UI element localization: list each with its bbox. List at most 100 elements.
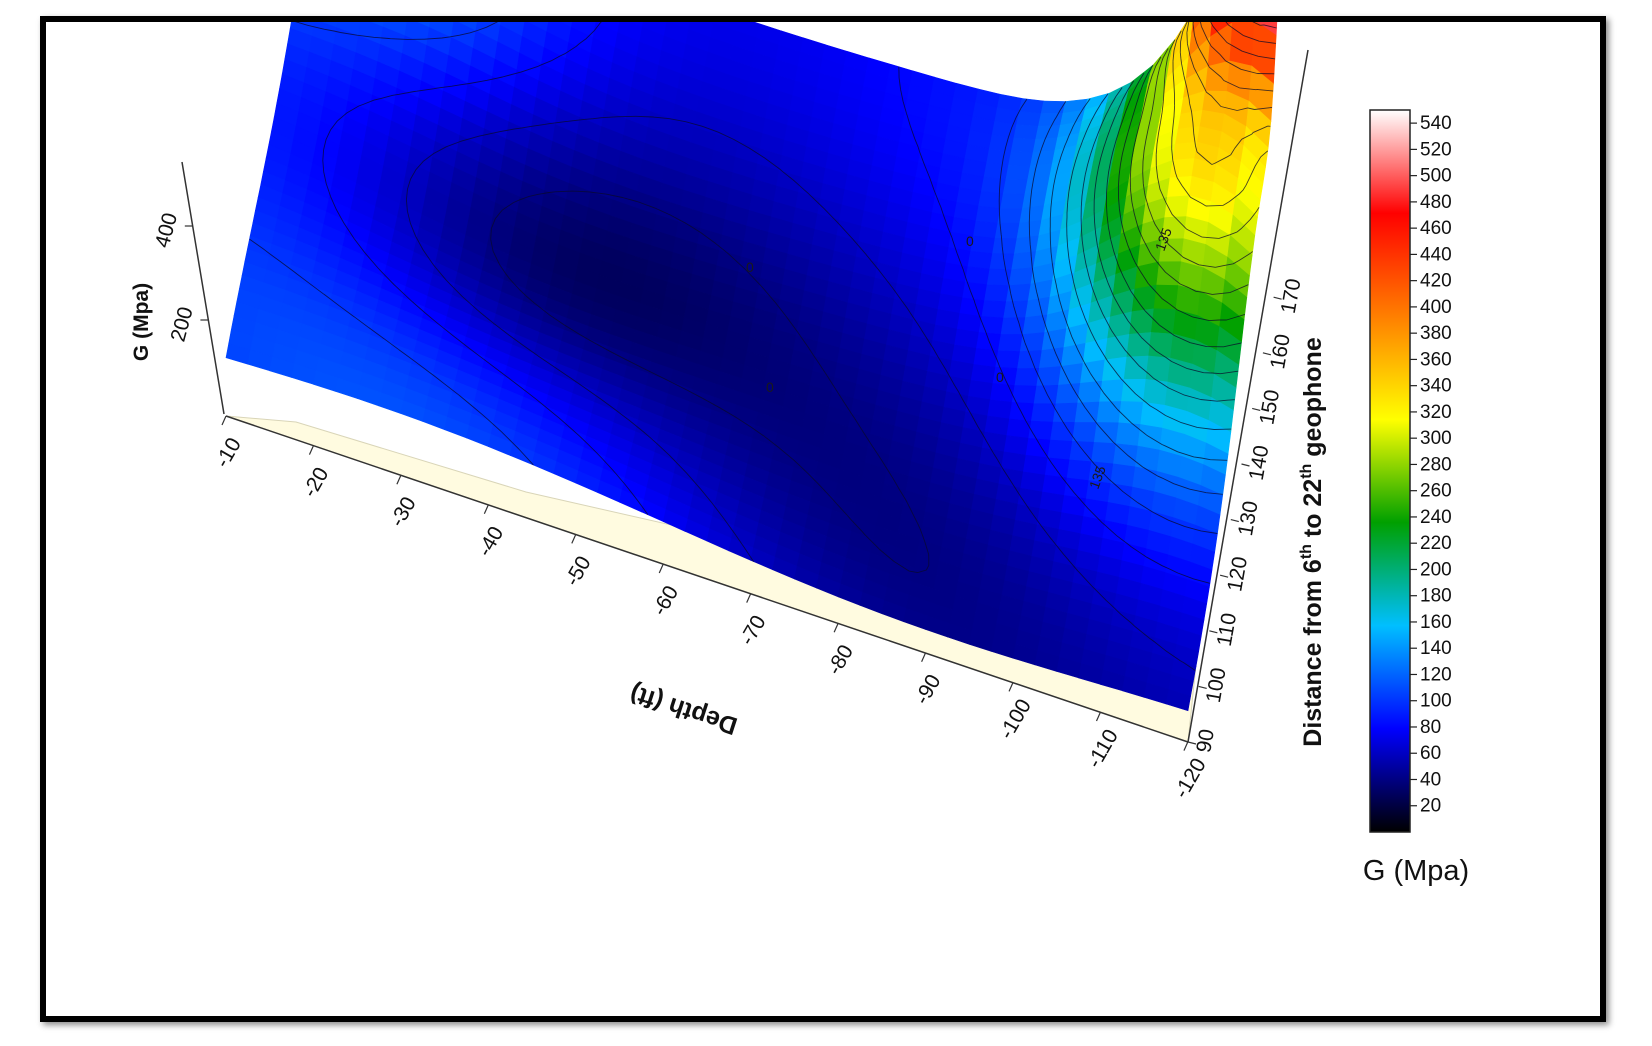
- colorbar-tick-label: 520: [1420, 139, 1452, 160]
- surface-patch: [1091, 441, 1117, 465]
- surface-patch: [1175, 126, 1201, 145]
- contour-line: [1171, 30, 1269, 207]
- distance-tick-mark: [1187, 741, 1197, 745]
- surface-patch: [1005, 165, 1031, 181]
- depth-tick-label: -100: [995, 695, 1036, 743]
- colorbar-tick-label: 260: [1420, 481, 1452, 502]
- surface-patch: [1038, 347, 1065, 369]
- contour-line: [1252, 22, 1277, 29]
- surface-patch: [1030, 403, 1057, 423]
- colorbar-tick-label: 440: [1420, 244, 1452, 265]
- colorbar: [1369, 109, 1411, 833]
- distance-title-text: Distance from 6: [1299, 559, 1327, 747]
- surface-patch: [975, 205, 1001, 224]
- distance-tick-label: 170: [1277, 277, 1306, 316]
- surface-patch: [1044, 457, 1071, 479]
- distance-tick-mark: [1230, 519, 1239, 523]
- colorbar-ticks: 20 40 60 80 100 120 140 160 180 200 220 240 260 280 30…: [1410, 113, 1452, 817]
- contour-line: [1192, 22, 1274, 92]
- distance-axis-title: Distance from 6th to 22th geophone: [1298, 337, 1327, 747]
- colorbar-tick-label: 220: [1420, 533, 1452, 554]
- depth-tick-mark: [658, 563, 664, 574]
- surface-patch: [987, 399, 1013, 420]
- surface-patch: [1101, 356, 1128, 382]
- surface-patch: [1028, 420, 1054, 441]
- contour-line: [249, 22, 1218, 534]
- surface-patch: [1033, 384, 1059, 405]
- surface-patch: [962, 281, 988, 301]
- surface-patch: [1080, 359, 1106, 384]
- distance-tick-mark: [1241, 463, 1250, 467]
- surface-patch: [1009, 401, 1035, 422]
- surface-patch: [1006, 418, 1032, 439]
- depth-tick-label: -20: [298, 463, 333, 501]
- surface-patch: [1010, 137, 1037, 153]
- surface-patch: [980, 176, 1007, 195]
- surface-patch: [1017, 350, 1043, 369]
- surface-patch: [1019, 332, 1046, 352]
- chart-frame: 135 135 0 0 0 0 200 400 G (Mpa) -10 -20 -30 -40 -5…: [40, 16, 1606, 1022]
- colorbar-tick-label: 420: [1420, 271, 1452, 292]
- surface-patch: [967, 250, 993, 270]
- surface-patch: [976, 332, 1002, 352]
- contour-label: 135: [1152, 225, 1175, 253]
- contour-line: [1066, 93, 1232, 430]
- contour-line: [1186, 22, 1273, 111]
- contour-labels: 135 135 0 0 0 0: [746, 225, 1175, 491]
- contour-line: [1117, 64, 1245, 322]
- contour-lines: [249, 22, 1277, 671]
- surface-patch: [989, 253, 1015, 270]
- surface-patch: [1008, 151, 1034, 167]
- colorbar-tick-label: 480: [1420, 192, 1452, 213]
- surface-patch: [1169, 158, 1195, 179]
- surface-patch: [1000, 193, 1026, 209]
- surface-patch: [1099, 379, 1125, 403]
- surface-patch: [972, 220, 999, 239]
- contour-label: 0: [996, 369, 1004, 385]
- surface-patch: [1036, 366, 1062, 387]
- surface-patch: [1115, 422, 1141, 447]
- contour-line: [1225, 22, 1276, 44]
- surface-patch: [1055, 382, 1081, 405]
- colorbar-tick-label: 300: [1420, 428, 1452, 449]
- depth-tick-mark: [1183, 741, 1189, 751]
- distance-tick-mark: [1262, 352, 1272, 356]
- surface-patch: [986, 148, 1012, 166]
- depth-tick-label: -80: [823, 641, 858, 679]
- distance-tick-mark: [1252, 407, 1261, 411]
- distance-title-superscript: th: [1298, 464, 1315, 479]
- surface-patch: [1072, 422, 1098, 443]
- contour-line: [1049, 98, 1228, 461]
- surface-patch: [984, 284, 1010, 303]
- surface-patch: [997, 208, 1023, 224]
- colorbar-tick-label: 40: [1420, 769, 1441, 790]
- distance-tick-label: 90: [1192, 727, 1219, 754]
- contour-line: [1142, 48, 1253, 268]
- surface-patch: [1008, 267, 1034, 286]
- surface: [225, 22, 1278, 712]
- surface-patch: [997, 334, 1024, 352]
- distance-title-text: geophone: [1299, 337, 1327, 463]
- surface-patch: [1005, 283, 1032, 303]
- g-tick-label: 400: [151, 210, 182, 250]
- depth-tick-mark: [396, 474, 402, 485]
- g-axis: 200 400: [151, 210, 209, 344]
- surface-patch: [986, 268, 1013, 286]
- g-axis-title: G (Mpa): [130, 283, 153, 361]
- depth-tick-mark: [921, 652, 927, 663]
- depth-tick-label: -50: [561, 552, 596, 590]
- depth-axis-line: [225, 415, 1189, 743]
- surface-patch: [1172, 141, 1198, 161]
- colorbar-tick-label: 140: [1420, 638, 1452, 659]
- surface-patch: [973, 348, 999, 368]
- surface-chart: 135 135 0 0 0 0 200 400 G (Mpa) -10 -20 -30 -40 -5…: [130, 22, 1469, 887]
- colorbar-tick-label: 380: [1420, 323, 1452, 344]
- g-tick-label: 200: [166, 304, 197, 344]
- depth-tick-label: -70: [736, 611, 771, 649]
- colorbar-tick-label: 240: [1420, 507, 1452, 528]
- depth-tick-label: -90: [910, 671, 945, 709]
- distance-tick-label: 140: [1245, 444, 1274, 483]
- contour-line: [1105, 72, 1242, 348]
- surface-patch: [970, 235, 996, 254]
- colorbar-tick-label: 460: [1420, 218, 1452, 239]
